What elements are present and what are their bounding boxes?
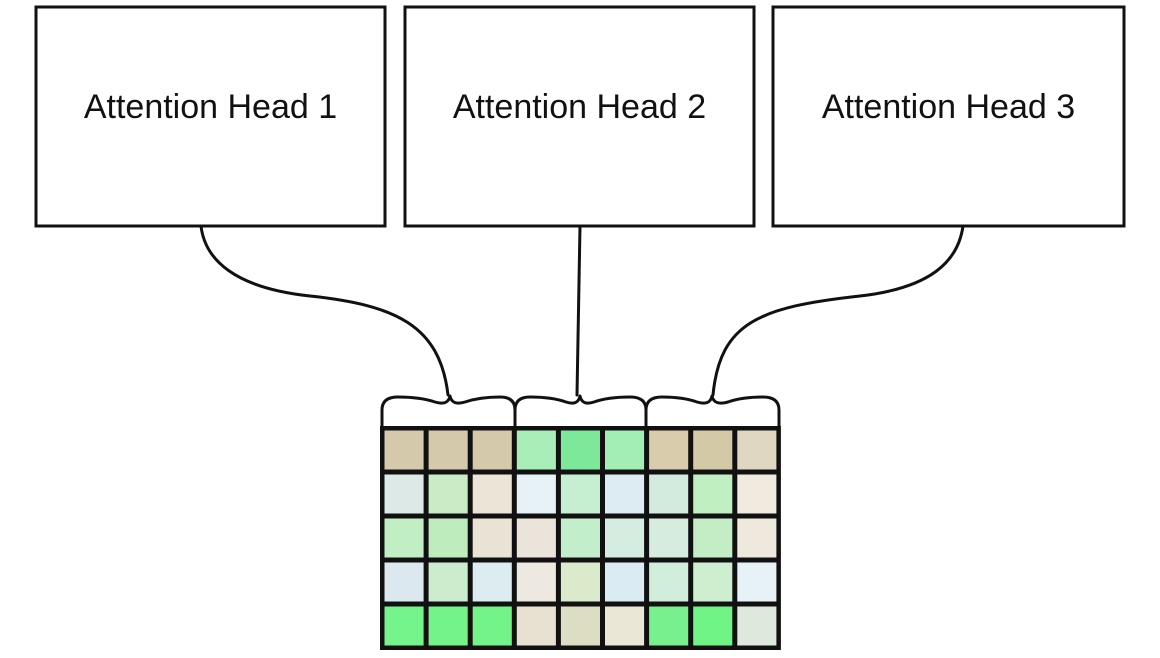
grid-cell-r4-c2 xyxy=(428,562,468,602)
attention-head-1-label: Attention Head 1 xyxy=(84,88,337,126)
attention-head-3: Attention Head 3 xyxy=(771,5,1126,228)
grid-cell-r2-c5 xyxy=(560,474,600,514)
grid-cell-r3-c1 xyxy=(384,518,424,558)
grid-cell-r3-c9 xyxy=(737,518,777,558)
grid-cell-r4-c4 xyxy=(516,562,556,602)
grid-cell-r5-c9 xyxy=(737,606,777,646)
grid-cell-r5-c4 xyxy=(516,606,556,646)
brace-head-3 xyxy=(644,394,781,430)
grid-cell-r2-c2 xyxy=(428,474,468,514)
grid-cell-r2-c7 xyxy=(649,474,689,514)
attention-head-3-box xyxy=(771,5,1126,228)
grid-cell-r1-c2 xyxy=(428,430,468,470)
brace-head-2 xyxy=(513,394,648,430)
grid-cell-r2-c6 xyxy=(605,474,645,514)
connector-head-1 xyxy=(199,224,450,397)
grid-cell-r3-c8 xyxy=(693,518,733,558)
grid-cell-r4-c5 xyxy=(560,562,600,602)
grid-cell-r1-c8 xyxy=(693,430,733,470)
grid-cell-r1-c4 xyxy=(516,430,556,470)
grid-cell-r4-c7 xyxy=(649,562,689,602)
grid-cell-r5-c8 xyxy=(693,606,733,646)
grid-cell-r5-c3 xyxy=(472,606,512,646)
brace-head-1 xyxy=(380,394,517,430)
grid-cell-r1-c1 xyxy=(384,430,424,470)
grid-cell-r3-c3 xyxy=(472,518,512,558)
attention-head-2: Attention Head 2 xyxy=(403,5,756,228)
grid-cell-r3-c5 xyxy=(560,518,600,558)
grid-cell-r2-c8 xyxy=(693,474,733,514)
grid-cell-r2-c9 xyxy=(737,474,777,514)
connector-head-2 xyxy=(575,224,582,397)
grid-cell-r3-c6 xyxy=(605,518,645,558)
attention-head-3-label: Attention Head 3 xyxy=(822,88,1075,126)
grid-cell-r3-c7 xyxy=(649,518,689,558)
grid-cell-r1-c5 xyxy=(560,430,600,470)
embedding-grid xyxy=(380,426,781,650)
grid-cell-r5-c6 xyxy=(605,606,645,646)
grid-cell-r4-c8 xyxy=(693,562,733,602)
connector-head-3 xyxy=(711,224,965,397)
grid-cell-r3-c4 xyxy=(516,518,556,558)
grid-cell-r2-c1 xyxy=(384,474,424,514)
grid-cell-r5-c5 xyxy=(560,606,600,646)
grid-cell-r4-c3 xyxy=(472,562,512,602)
attention-head-1-box xyxy=(34,5,387,228)
attention-head-1: Attention Head 1 xyxy=(34,5,387,228)
attention-head-2-box xyxy=(403,5,756,228)
grid-cell-r4-c1 xyxy=(384,562,424,602)
grid-cell-r1-c6 xyxy=(605,430,645,470)
grid-cell-r5-c7 xyxy=(649,606,689,646)
grid-cell-r3-c2 xyxy=(428,518,468,558)
attention-head-2-label: Attention Head 2 xyxy=(453,88,706,126)
grid-cell-r4-c6 xyxy=(605,562,645,602)
grid-cell-r2-c4 xyxy=(516,474,556,514)
grid-cell-r1-c7 xyxy=(649,430,689,470)
grid-cell-r5-c2 xyxy=(428,606,468,646)
grid-cell-r1-c9 xyxy=(737,430,777,470)
grid-cell-r1-c3 xyxy=(472,430,512,470)
grid-cell-r2-c3 xyxy=(472,474,512,514)
grid-cell-r4-c9 xyxy=(737,562,777,602)
grid-cell-r5-c1 xyxy=(384,606,424,646)
